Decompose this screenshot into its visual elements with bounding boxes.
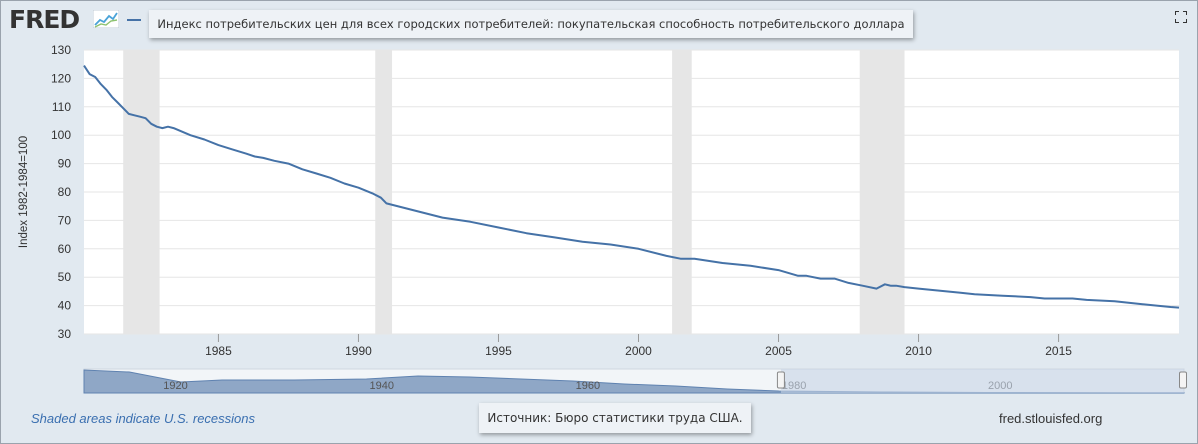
y-tick-label: 70 — [58, 213, 72, 227]
y-tick-label: 90 — [58, 157, 72, 171]
x-tick-label: 2005 — [765, 344, 792, 358]
navigator-tick-label: 1960 — [576, 380, 600, 392]
x-tick-label: 1995 — [485, 344, 512, 358]
x-tick-label: 1990 — [345, 344, 372, 358]
navigator-tick-label: 1920 — [163, 380, 187, 392]
y-tick-label: 40 — [58, 299, 72, 313]
fred-logo[interactable]: FRED — [9, 5, 80, 34]
navigator-left-handle[interactable] — [776, 371, 785, 389]
navigator-tick-label: 1940 — [369, 380, 393, 392]
x-tick-label: 1985 — [205, 344, 232, 358]
x-tick-label: 2010 — [905, 344, 932, 358]
y-tick-label: 60 — [58, 242, 72, 256]
source-tooltip: Источник: Бюро статистики труда США. — [479, 403, 751, 433]
y-tick-label: 80 — [58, 185, 72, 199]
series-title-tooltip: Индекс потребительских цен для всех горо… — [149, 10, 913, 38]
site-url[interactable]: fred.stlouisfed.org — [999, 411, 1103, 426]
y-tick-label: 50 — [58, 270, 72, 284]
y-tick-label: 130 — [51, 43, 71, 57]
y-tick-label: 30 — [58, 327, 72, 341]
navigator-right-handle[interactable] — [1179, 371, 1187, 389]
line-chart-icon — [93, 10, 119, 28]
y-tick-label: 110 — [52, 100, 71, 114]
y-axis-label: Index 1982-1984=100 — [18, 136, 30, 248]
x-tick-label: 2015 — [1045, 344, 1072, 358]
y-tick-label: 120 — [51, 71, 71, 85]
recession-note[interactable]: Shaded areas indicate U.S. recessions — [31, 411, 256, 426]
navigator-selection[interactable] — [780, 369, 1184, 393]
x-tick-label: 2000 — [625, 344, 652, 358]
y-tick-label: 100 — [51, 128, 71, 142]
series-line — [83, 65, 1180, 309]
legend-series-swatch — [127, 19, 141, 21]
